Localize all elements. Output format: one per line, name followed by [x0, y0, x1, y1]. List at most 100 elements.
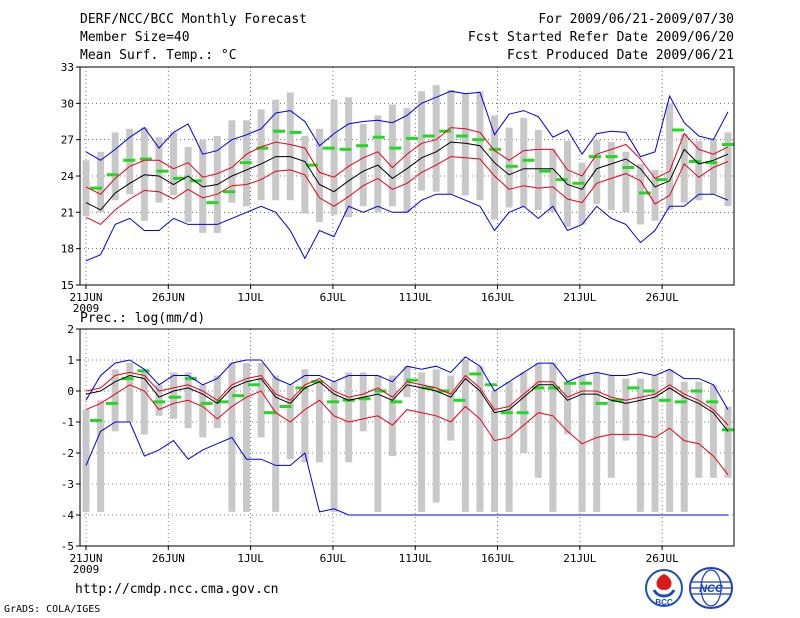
member-range-bar — [359, 372, 367, 432]
member-range-bar — [315, 128, 323, 223]
x-tick-label: 6JUL — [320, 291, 347, 304]
bcc-logo-label: BCC — [655, 598, 673, 607]
y-tick-label: 18 — [61, 243, 74, 256]
x-tick-label: 16JUL — [481, 552, 514, 565]
member-range-bar — [447, 375, 455, 441]
x-tick-label: 11JUL — [399, 552, 432, 565]
member-range-bar — [228, 120, 236, 203]
member-range-bar — [374, 375, 382, 512]
member-range-bar — [111, 369, 119, 432]
member-range-bar — [651, 169, 659, 221]
member-range-bar — [578, 162, 586, 225]
member-range-bar — [593, 139, 601, 204]
software-credit: GrADS: COLA/IGES — [4, 604, 101, 615]
member-range-bar — [636, 378, 644, 512]
member-range-bar — [345, 97, 353, 218]
x-tick-label: 21JUN — [69, 291, 102, 304]
member-range-bar — [651, 375, 659, 512]
member-range-bar — [709, 384, 717, 478]
y-tick-label: -3 — [61, 478, 74, 491]
member-range-bar — [199, 384, 207, 438]
member-range-bar — [97, 151, 105, 213]
member-range-bar — [709, 138, 717, 195]
y-tick-label: 27 — [61, 134, 74, 147]
series-mean-spread — [85, 384, 729, 476]
y-tick-label: 21 — [61, 206, 74, 219]
member-range-bar — [272, 99, 280, 201]
y-tick-label: -5 — [61, 540, 74, 553]
x-tick-label: 6JUL — [320, 552, 347, 565]
member-range-bar — [257, 109, 265, 201]
x-tick-label: 11JUL — [399, 291, 432, 304]
y-tick-label: -1 — [61, 416, 74, 429]
plot-frame — [79, 328, 735, 547]
x-tick-label: 26JUL — [646, 552, 679, 565]
chart-title: DERF/NCC/BCC Monthly Forecast — [80, 12, 307, 27]
member-range-bar — [491, 115, 499, 220]
member-range-bar — [534, 129, 542, 210]
member-range-bar — [622, 378, 630, 441]
member-range-bar — [374, 115, 382, 213]
x-tick-label: 26JUN — [152, 291, 185, 304]
member-range-bar — [666, 369, 674, 512]
series-ensemble-minimum — [85, 421, 728, 516]
member-range-bar — [82, 409, 90, 512]
series-ensemble-maximum — [85, 356, 729, 410]
member-range-bar — [666, 103, 674, 210]
member-range-bar — [549, 363, 557, 512]
member-range-bar — [520, 117, 528, 208]
member-range-bar — [126, 363, 134, 422]
year-label: 2009 — [73, 563, 100, 576]
member-range-bar — [315, 381, 323, 463]
series-ensemble-mean — [85, 374, 729, 432]
member-range-bar — [140, 369, 148, 435]
member-range-bar — [607, 375, 615, 478]
member-range-bar — [403, 108, 411, 213]
series-ensemble-mean — [85, 141, 729, 211]
member-size-label: Member Size=40 — [80, 30, 190, 45]
member-range-bar — [330, 99, 338, 215]
member-range-bar — [680, 381, 688, 512]
series-mean-spread — [85, 156, 729, 226]
x-tick-label: 21JUN — [69, 552, 102, 565]
member-range-bar — [432, 369, 440, 503]
series-ensemble-maximum — [85, 90, 729, 161]
member-range-bar — [432, 85, 440, 192]
member-range-bar — [461, 360, 469, 512]
member-range-bar — [286, 92, 294, 201]
member-range-bar — [695, 381, 703, 478]
y-tick-label: -4 — [61, 509, 75, 522]
ncc-logo-label: NCC — [699, 583, 724, 595]
member-range-bar — [170, 372, 178, 419]
forecast-started-date: Fcst Started Refer Date 2009/06/20 — [467, 30, 734, 45]
member-range-bar — [491, 391, 499, 512]
member-range-bar — [111, 132, 119, 201]
x-tick-label: 21JUL — [563, 552, 596, 565]
y-tick-label: 30 — [61, 97, 74, 110]
member-range-bar — [418, 91, 426, 191]
member-range-bar — [155, 384, 163, 416]
member-range-bar — [170, 132, 178, 196]
y-tick-label: 15 — [61, 279, 74, 292]
member-range-bar — [97, 400, 105, 512]
series-ensemble-minimum — [85, 193, 729, 262]
ncc-logo: NCC — [689, 567, 733, 609]
x-tick-label: 21JUL — [563, 291, 596, 304]
y-tick-label: 24 — [61, 170, 75, 183]
member-range-bar — [388, 104, 396, 207]
source-url[interactable]: http://cmdp.ncc.cma.gov.cn — [75, 582, 279, 597]
member-range-bar — [140, 127, 148, 221]
member-range-bar — [593, 372, 601, 512]
forecast-produced-date: Fcst Produced Date 2009/06/21 — [507, 48, 734, 63]
member-range-bar — [418, 372, 426, 512]
member-range-bar — [695, 140, 703, 201]
member-range-bar — [534, 363, 542, 478]
series-mean-spread — [85, 127, 729, 195]
x-tick-label: 1JUL — [237, 552, 264, 565]
member-range-bar — [184, 146, 192, 223]
member-range-bar — [622, 151, 630, 213]
member-range-bar — [301, 369, 309, 463]
variable-label: Mean Surf. Temp.: °C — [80, 48, 237, 63]
precip-panel-title: Prec.: log(mm/d) — [80, 311, 205, 326]
